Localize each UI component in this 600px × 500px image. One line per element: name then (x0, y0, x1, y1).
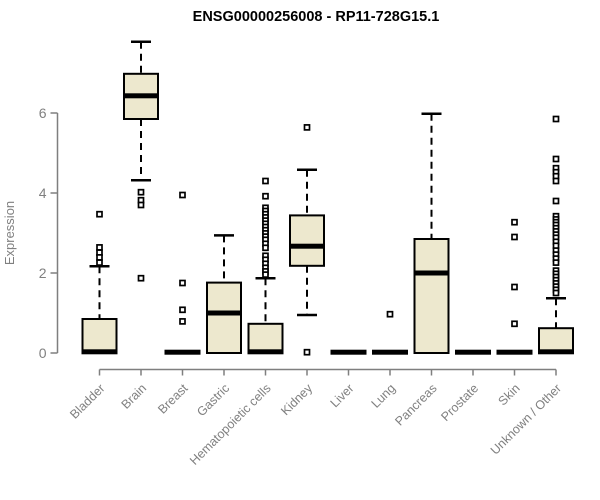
outlier-point (552, 197, 560, 205)
outlier-point (511, 320, 518, 328)
median-bar (455, 349, 491, 355)
iqr-box (413, 238, 450, 354)
outlier-point (552, 289, 560, 297)
x-tick-label: Liver (328, 381, 357, 410)
outlier-point (137, 274, 145, 282)
y-tick-label: 6 (39, 105, 47, 121)
outlier-point (96, 254, 103, 261)
box-group-gastric (206, 234, 242, 355)
outlier-point (552, 259, 560, 266)
median-bar (206, 310, 242, 316)
chart-title: ENSG00000256008 - RP11-728G15.1 (193, 9, 440, 25)
y-tick-label: 4 (39, 185, 47, 201)
box-group-prostate (455, 349, 491, 355)
outlier-point (552, 115, 560, 123)
outlier-point (96, 244, 103, 251)
median-bar (123, 93, 159, 99)
outlier-point (303, 348, 311, 356)
outlier-point (262, 192, 269, 200)
outlier-point (179, 191, 186, 199)
outlier-point (179, 318, 186, 325)
median-bar (413, 270, 450, 276)
outlier-point (179, 306, 186, 314)
outlier-point (179, 279, 186, 287)
median-bar (330, 349, 367, 355)
box-group-unknown-other (538, 115, 574, 355)
x-tick-label: Unknown / Other (488, 381, 564, 457)
box-group-pancreas (413, 112, 450, 354)
y-axis-label: Expression (2, 201, 17, 265)
x-tick-label: Brain (119, 381, 150, 412)
outlier-point (96, 259, 103, 266)
median-bar (289, 243, 325, 249)
median-bar (164, 349, 201, 355)
x-tick-label: Kidney (278, 381, 315, 418)
box-group-lung (372, 310, 408, 355)
axes: 0 2 4 6 Bladder Brain Breast GastricHematopoiet… (39, 105, 564, 468)
y-tick-label: 0 (39, 345, 47, 361)
iqr-box (538, 327, 574, 355)
x-tick-label: Pancreas (392, 381, 439, 428)
x-tick-label: Breast (155, 381, 191, 417)
x-tick-label: Bladder (67, 381, 107, 421)
x-tick-label: Lung (369, 381, 399, 411)
median-bar (496, 349, 533, 355)
outlier-point (511, 283, 518, 291)
x-tick-label: Prostate (438, 381, 481, 424)
box-group-kidney (289, 124, 325, 356)
median-bar (538, 349, 574, 355)
outlier-point (552, 155, 560, 163)
y-tick-label: 2 (39, 265, 47, 281)
box-group-skin (496, 218, 533, 355)
box-group-breast (164, 191, 201, 355)
boxplot-series (81, 40, 574, 356)
outlier-point (386, 310, 394, 318)
outlier-point (552, 177, 560, 185)
iqr-box (81, 318, 118, 354)
box-group-brain (123, 40, 159, 282)
x-tick-label: Gastric (194, 381, 232, 419)
box-group-hematopoietic-cells (247, 177, 284, 355)
median-bar (372, 349, 408, 355)
box-group-liver (330, 349, 367, 355)
outlier-point (262, 177, 269, 185)
outlier-point (137, 201, 145, 209)
outlier-point (303, 124, 311, 131)
outlier-point (511, 233, 518, 241)
median-bar (81, 349, 118, 355)
outlier-point (137, 188, 145, 196)
outlier-point (262, 244, 269, 252)
outlier-point (511, 218, 518, 226)
outlier-point (96, 210, 103, 218)
x-tick-label: Skin (496, 381, 523, 408)
x-tick-label: Hematopoietic cells (187, 381, 274, 468)
iqr-box (247, 322, 284, 354)
outlier-point (262, 271, 269, 278)
box-group-bladder (81, 210, 118, 355)
iqr-box (206, 281, 242, 355)
median-bar (247, 349, 284, 355)
iqr-box (289, 214, 325, 267)
